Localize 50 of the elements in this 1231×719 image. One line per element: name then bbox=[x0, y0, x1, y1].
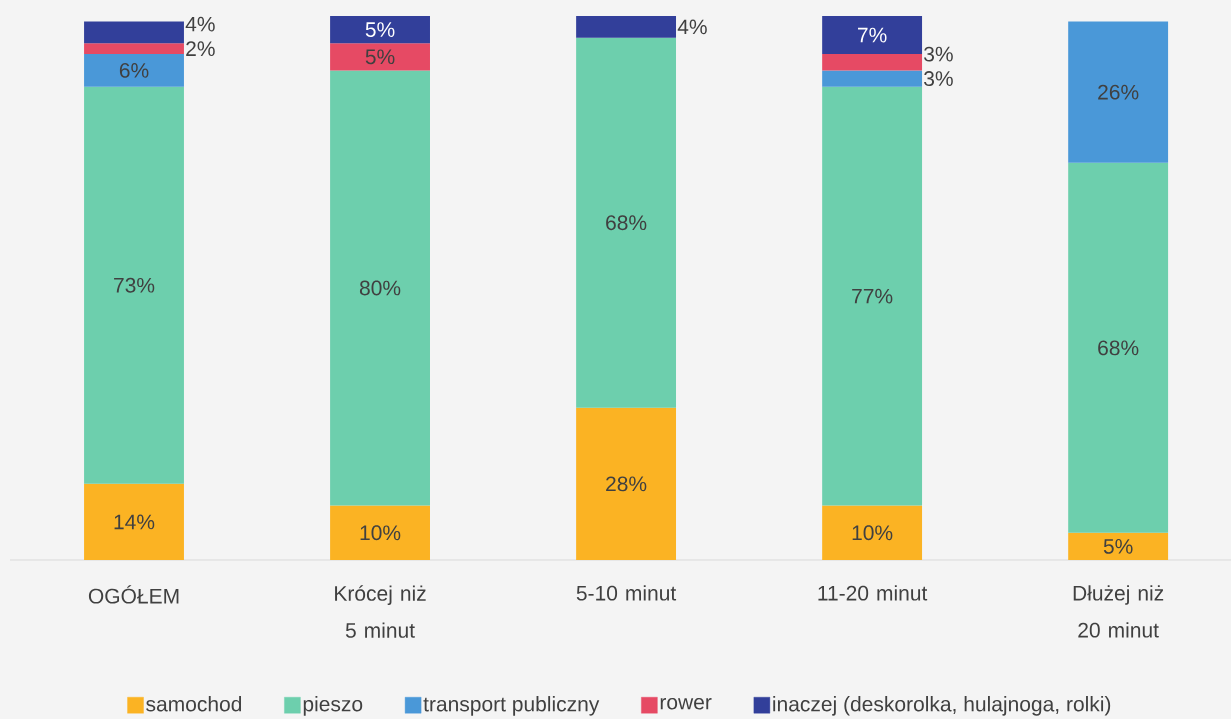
data-label: 3% bbox=[924, 46, 953, 62]
bar bbox=[84, 483, 184, 560]
bar bbox=[576, 407, 677, 560]
data-label: 10% bbox=[360, 525, 401, 541]
data-label: 4% bbox=[185, 16, 215, 32]
data-label: 68% bbox=[606, 215, 647, 231]
data-label: 26% bbox=[1098, 84, 1139, 100]
data-label: 68% bbox=[1098, 340, 1139, 356]
x-tick-label: Dłużej niż 20 minut bbox=[1073, 585, 1164, 638]
bar bbox=[330, 43, 430, 71]
legend-label: samochod bbox=[146, 696, 242, 712]
x-tick-label: OGÓŁEM bbox=[88, 585, 179, 604]
x-tick-label: 5-10 minut bbox=[576, 585, 677, 601]
bar bbox=[84, 54, 184, 87]
bar bbox=[822, 505, 923, 560]
data-label: 5% bbox=[365, 22, 395, 37]
legend-label: transport publiczny bbox=[423, 696, 600, 716]
data-label: 10% bbox=[852, 525, 893, 541]
data-label: 77% bbox=[852, 288, 893, 304]
bar bbox=[1068, 21, 1169, 163]
bar bbox=[822, 86, 923, 506]
data-label: 80% bbox=[359, 280, 401, 296]
x-tick-label: 11-20 minut bbox=[818, 585, 928, 601]
data-label: 3% bbox=[924, 71, 953, 86]
bar bbox=[822, 54, 923, 71]
bar bbox=[1068, 532, 1169, 560]
bar bbox=[84, 43, 184, 55]
data-label: 6% bbox=[119, 62, 149, 78]
data-label: 5% bbox=[1103, 539, 1133, 554]
legend-label: inaczej (deskorolka, hulajnoga, rolki) bbox=[773, 696, 1111, 716]
data-label: 28% bbox=[606, 476, 647, 492]
bar bbox=[576, 37, 677, 408]
legend-label: pieszo bbox=[303, 696, 363, 716]
data-label: 2% bbox=[186, 41, 215, 57]
data-label: 14% bbox=[114, 514, 155, 530]
data-label: 4% bbox=[677, 19, 707, 35]
bar bbox=[84, 21, 184, 44]
data-label: 7% bbox=[858, 27, 887, 43]
x-tick-label: Krócej niż 5 minut bbox=[335, 585, 426, 638]
data-label: 5% bbox=[365, 49, 395, 65]
bar bbox=[330, 505, 430, 560]
data-label: 73% bbox=[114, 277, 155, 293]
bar bbox=[84, 86, 184, 484]
legend-label: rower bbox=[660, 698, 712, 710]
bar bbox=[1068, 162, 1169, 533]
bar bbox=[822, 15, 923, 55]
bar bbox=[576, 15, 677, 38]
bar bbox=[822, 70, 923, 87]
bar bbox=[330, 15, 430, 44]
bar bbox=[330, 70, 430, 506]
